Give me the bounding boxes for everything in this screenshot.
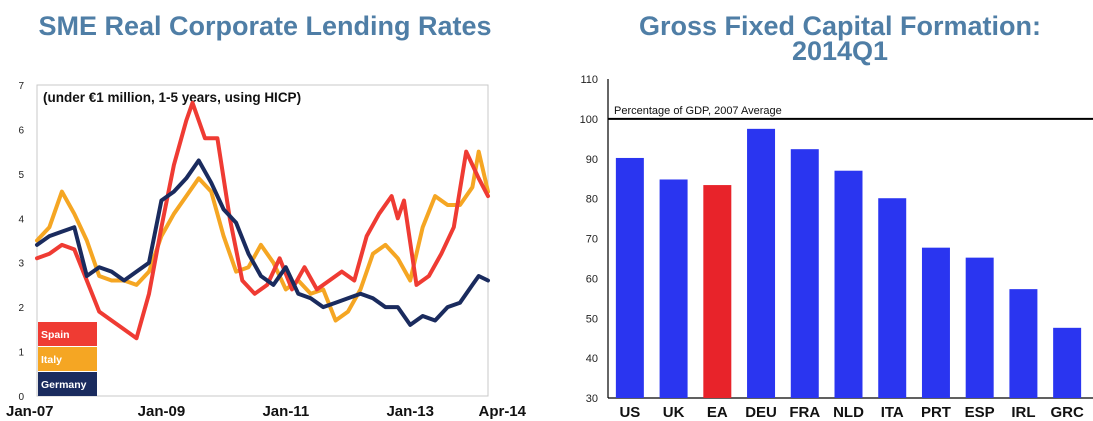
left-y-tick-label: 0 (18, 392, 24, 403)
left-y-tick-label: 2 (18, 303, 24, 314)
bar-label-deu: DEU (745, 404, 777, 421)
left-x-tick-label: Apr-14 (478, 403, 526, 420)
series-line-italy (35, 149, 490, 323)
left-legend: Spain Italy Germany (38, 322, 97, 396)
series-line-spain (35, 100, 490, 341)
right-y-tick-label: 40 (586, 353, 598, 365)
legend-label-germany: Germany (41, 379, 87, 391)
bar-prt (921, 247, 950, 398)
left-y-tick-label: 1 (18, 348, 24, 359)
bar-label-prt: PRT (921, 404, 951, 421)
right-y-axis: 30 40 50 60 70 80 90 100 110 (580, 74, 598, 405)
bar-esp (965, 257, 994, 398)
bar-label-uk: UK (663, 404, 685, 421)
legend-swatch-italy (38, 347, 97, 371)
bar-label-ita: ITA (881, 404, 904, 421)
series-line-germany (35, 158, 490, 327)
right-y-tick-label: 70 (586, 234, 598, 246)
left-y-tick-label: 6 (18, 125, 24, 136)
legend-label-italy: Italy (41, 354, 62, 366)
left-x-axis: Jan-07 Jan-09 Jan-11 Jan-13 Apr-14 (6, 403, 527, 420)
left-y-tick-label: 4 (18, 214, 24, 225)
bar-label-us: US (619, 404, 640, 421)
bar-grc (1053, 327, 1082, 398)
left-x-tick-label: Jan-13 (386, 403, 434, 420)
right-y-tick-label: 50 (586, 313, 598, 325)
bar-uk (659, 179, 688, 398)
bar-fra (790, 149, 819, 398)
bar-irl (1009, 289, 1038, 398)
left-chart-title: SME Real Corporate Lending Rates (38, 11, 492, 41)
right-y-tick-label: 60 (586, 273, 598, 285)
bar-label-grc: GRC (1050, 404, 1084, 421)
right-y-tick-label: 110 (580, 74, 598, 86)
left-x-tick-label: Jan-09 (138, 403, 186, 420)
left-series-lines (35, 100, 490, 341)
legend-swatch-germany (38, 372, 97, 396)
bar-label-fra: FRA (789, 404, 820, 421)
right-x-axis-labels: US UK EA DEU FRA NLD ITA PRT ESP IRL GRC (619, 404, 1084, 421)
left-x-tick-label: Jan-07 (6, 403, 54, 420)
legend-swatch-spain (38, 322, 97, 346)
bar-ea (703, 185, 732, 398)
left-y-tick-label: 3 (18, 259, 24, 270)
bar-deu (747, 128, 776, 398)
right-y-tick-label: 100 (580, 114, 598, 126)
left-y-axis: 0 1 2 3 4 5 6 7 (18, 81, 24, 403)
bar-nld (834, 170, 863, 398)
right-y-tick-label: 90 (586, 154, 598, 166)
bar-label-ea: EA (707, 404, 728, 421)
right-chart-title: Gross Fixed Capital Formation: 2014Q1 (638, 11, 1042, 66)
reference-line-label: Percentage of GDP, 2007 Average (614, 105, 782, 117)
right-y-tick-label: 30 (586, 393, 598, 405)
bar-label-irl: IRL (1011, 404, 1035, 421)
right-bars (615, 128, 1082, 398)
right-y-tick-label: 80 (586, 194, 598, 206)
left-y-tick-label: 7 (18, 81, 24, 92)
legend-label-spain: Spain (41, 329, 70, 341)
left-x-tick-label: Jan-11 (262, 403, 309, 420)
left-chart-subtitle: (under €1 million, 1-5 years, using HICP… (43, 90, 301, 105)
bar-ita (878, 198, 907, 398)
left-y-tick-label: 5 (18, 170, 24, 181)
bar-label-nld: NLD (833, 404, 864, 421)
bar-label-esp: ESP (965, 404, 995, 421)
bar-us (615, 157, 644, 398)
